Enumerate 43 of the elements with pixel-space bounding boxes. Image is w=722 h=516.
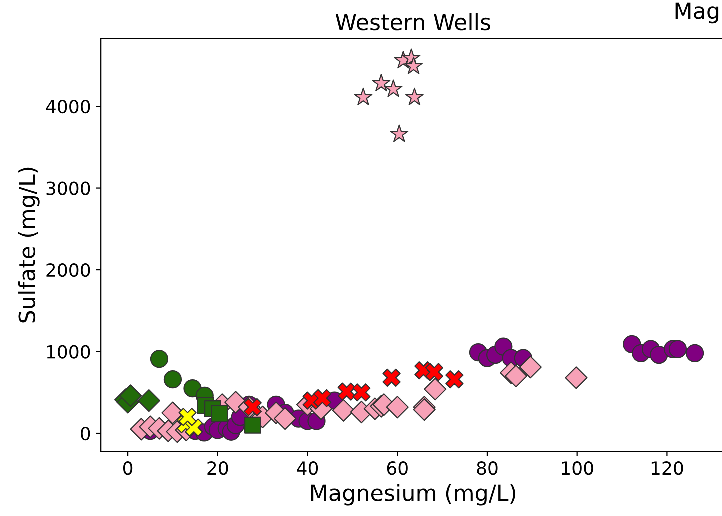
x-tick-label: 80 <box>477 462 498 476</box>
point <box>668 340 688 358</box>
y-tick-label: 0 <box>81 426 90 441</box>
point <box>686 344 704 362</box>
text: Mag <box>676 2 719 24</box>
point <box>425 363 444 382</box>
point <box>406 88 424 106</box>
point <box>211 405 228 422</box>
point <box>150 350 169 368</box>
point <box>354 88 373 106</box>
point <box>314 389 332 408</box>
point <box>404 56 423 74</box>
y-axis-title: Sulfate (mg/L) <box>18 168 40 323</box>
point <box>138 390 160 412</box>
point <box>372 74 391 92</box>
point <box>424 378 447 401</box>
point <box>164 370 182 389</box>
point <box>504 364 528 388</box>
y-tick-label: 2000 <box>46 263 90 278</box>
x-tick-label: 120 <box>652 462 684 476</box>
x-tick-label: 20 <box>208 462 228 476</box>
point <box>519 356 542 379</box>
point <box>274 407 297 430</box>
y-tick-label: 1000 <box>47 345 90 359</box>
point <box>565 366 588 390</box>
point <box>650 346 668 364</box>
x-tick-label: 100 <box>562 462 594 476</box>
x-axis-title: Magnesium (mg/L) <box>311 484 516 506</box>
y-tick-label: 3000 <box>46 182 90 196</box>
x-tick-label: 60 <box>387 462 408 476</box>
y-tick-label: 4000 <box>46 100 90 114</box>
point <box>386 396 409 419</box>
point <box>384 80 403 98</box>
point <box>332 399 356 422</box>
point <box>352 384 371 402</box>
point <box>178 408 197 426</box>
point <box>338 382 356 401</box>
chart-title: Western Wells <box>336 13 490 31</box>
x-tick-label: 0 <box>123 462 133 476</box>
point <box>390 124 409 142</box>
x-tick-label: 40 <box>297 462 318 476</box>
point <box>382 368 401 387</box>
point <box>446 370 464 389</box>
